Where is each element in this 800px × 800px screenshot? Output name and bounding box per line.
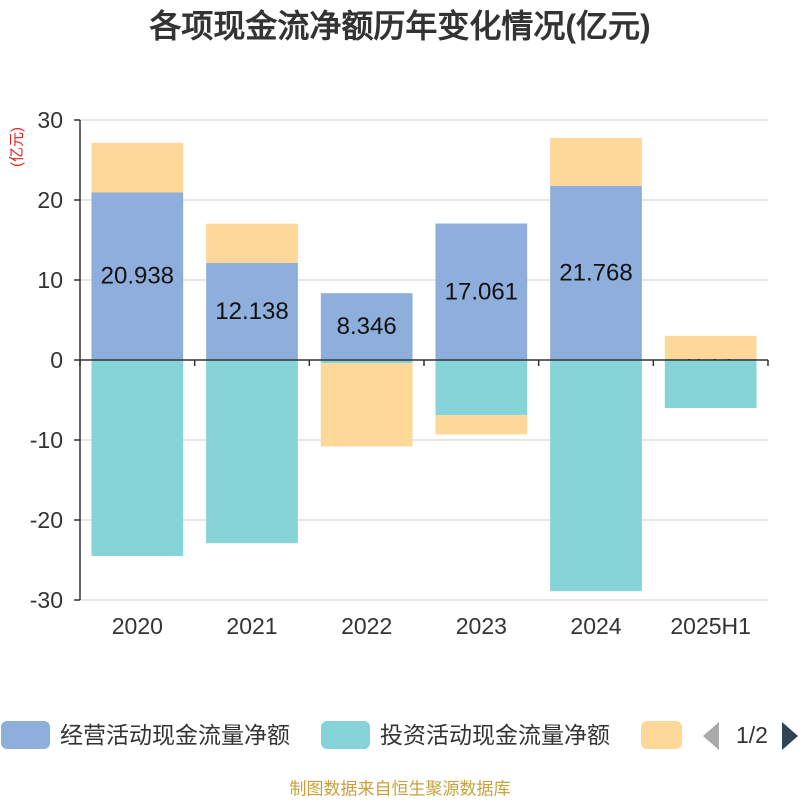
bar-s3-2020[interactable]	[91, 142, 184, 193]
data-label-2020: 20.938	[101, 263, 174, 290]
y-tick-label: -20	[30, 507, 63, 533]
bar-s2-2021[interactable]	[206, 360, 298, 544]
y-tick-label: 30	[37, 107, 63, 133]
bar-s1-2023[interactable]	[435, 223, 528, 360]
data-label-2024: 21.768	[559, 259, 632, 286]
data-source-footer: 制图数据来自恒生聚源数据库	[290, 780, 511, 799]
pager-prev-icon[interactable]	[703, 722, 719, 750]
pager-indicator: 1/2	[736, 722, 768, 748]
legend-swatch	[321, 721, 370, 749]
data-label-2022: 8.346	[337, 313, 397, 340]
series-3-bars	[91, 137, 757, 447]
bar-s2-2025H1[interactable]	[664, 360, 757, 408]
legend-item-3[interactable]	[641, 721, 682, 749]
x-tick-label: 2022	[341, 613, 392, 639]
legend-label: 投资活动现金流量净额	[380, 722, 610, 748]
legend-item-operating-cashflow[interactable]: 经营活动现金流量净额	[1, 721, 290, 749]
chart-title: 各项现金流净额历年变化情况(亿元)	[149, 8, 650, 44]
bar-s2-2024[interactable]	[550, 360, 642, 592]
legend-pager: 1/2	[703, 722, 798, 750]
pager-next-icon[interactable]	[782, 722, 798, 750]
bar-s3-2022[interactable]	[320, 363, 413, 447]
series-2-bars	[91, 360, 757, 592]
bar-s2-2020[interactable]	[91, 360, 184, 556]
bar-s3-2025H1[interactable]	[664, 335, 757, 360]
y-tick-label: -10	[30, 427, 63, 453]
bar-s2-2022[interactable]	[320, 360, 413, 364]
bar-s2-2023[interactable]	[435, 360, 528, 416]
legend: 经营活动现金流量净额 投资活动现金流量净额 1/2	[1, 721, 798, 750]
x-tick-label: 2025H1	[670, 613, 751, 639]
bar-s1-2020[interactable]	[91, 192, 184, 360]
bar-s3-2024[interactable]	[550, 137, 642, 186]
y-tick-label: 0	[50, 347, 63, 373]
x-tick-label: 2020	[112, 613, 163, 639]
x-tick-label: 2021	[226, 613, 277, 639]
bar-s1-2022[interactable]	[320, 293, 413, 360]
gridlines	[80, 119, 768, 601]
bar-s1-2024[interactable]	[550, 185, 642, 360]
y-tick-label: -30	[30, 587, 63, 613]
bar-s3-2021[interactable]	[206, 223, 298, 263]
x-tick-label: 2023	[456, 613, 507, 639]
axes: 30 20 10 0 -10 -20 -30 2020 2021 2022 2023 2024 2025…	[30, 107, 769, 639]
data-label-2023: 17.061	[445, 278, 518, 305]
y-axis-unit-label: (亿元)	[9, 127, 26, 167]
bar-s3-2023[interactable]	[435, 415, 528, 435]
legend-item-investing-cashflow[interactable]: 投资活动现金流量净额	[321, 721, 610, 749]
x-tick-label: 2024	[570, 613, 621, 639]
data-label-2021: 12.138	[215, 298, 288, 325]
legend-label: 经营活动现金流量净额	[60, 722, 290, 748]
y-tick-label: 10	[37, 267, 63, 293]
legend-swatch	[641, 721, 682, 749]
bar-s1-2021[interactable]	[206, 262, 298, 360]
y-tick-label: 20	[37, 187, 63, 213]
legend-swatch	[1, 721, 50, 749]
